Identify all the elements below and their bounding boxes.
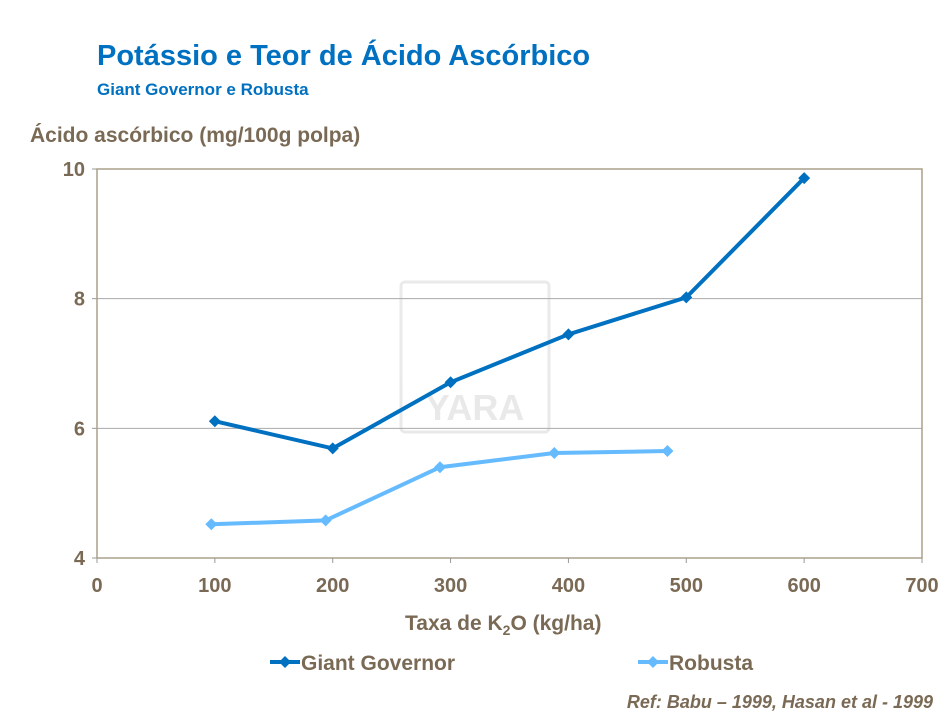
- x-axis-label: Taxa de K2O (kg/ha): [405, 612, 601, 638]
- x-tick-label: 400: [552, 575, 585, 597]
- data-point: [548, 446, 561, 459]
- data-point: [205, 518, 218, 531]
- data-point: [661, 445, 674, 458]
- data-point: [798, 172, 811, 185]
- chart-title: Potássio e Teor de Ácido Ascórbico: [97, 40, 591, 72]
- y-tick-label: 10: [63, 159, 85, 181]
- x-tick-label: 200: [316, 575, 349, 597]
- data-point: [562, 328, 575, 341]
- data-point: [319, 514, 332, 527]
- svg-text:YARA: YARA: [426, 387, 525, 428]
- x-tick-label: 0: [91, 575, 102, 597]
- data-point: [680, 291, 693, 304]
- x-label-rest: O (kg/ha): [510, 612, 602, 635]
- data-point: [433, 461, 446, 474]
- data-point: [444, 376, 457, 389]
- x-tick-label: 600: [787, 575, 820, 597]
- legend-marker: [279, 656, 291, 668]
- chart-subtitle: Giant Governor e Robusta: [97, 80, 309, 99]
- y-tick-label: 6: [74, 418, 85, 440]
- data-point: [326, 442, 339, 455]
- x-tick-label: 500: [670, 575, 703, 597]
- x-tick-label: 300: [434, 575, 467, 597]
- series-line-0: [214, 176, 806, 451]
- legend-label: Robusta: [669, 652, 753, 675]
- x-tick-label: 100: [198, 575, 231, 597]
- y-tick-label: 8: [74, 289, 85, 311]
- y-tick-label: 4: [74, 548, 86, 570]
- data-point: [208, 415, 221, 428]
- plot-border: [96, 168, 923, 559]
- y-axis-label: Ácido ascórbico (mg/100g polpa): [30, 124, 361, 147]
- legend-label: Giant Governor: [301, 652, 455, 675]
- watermark-logo: YARA: [399, 280, 551, 434]
- x-label-sub: 2: [502, 622, 511, 639]
- reference-note: Ref: Babu – 1999, Hasan et al - 1999: [626, 692, 933, 712]
- legend-marker: [647, 656, 659, 668]
- x-label-main: Taxa de K: [405, 612, 503, 635]
- x-tick-label: 700: [905, 575, 938, 597]
